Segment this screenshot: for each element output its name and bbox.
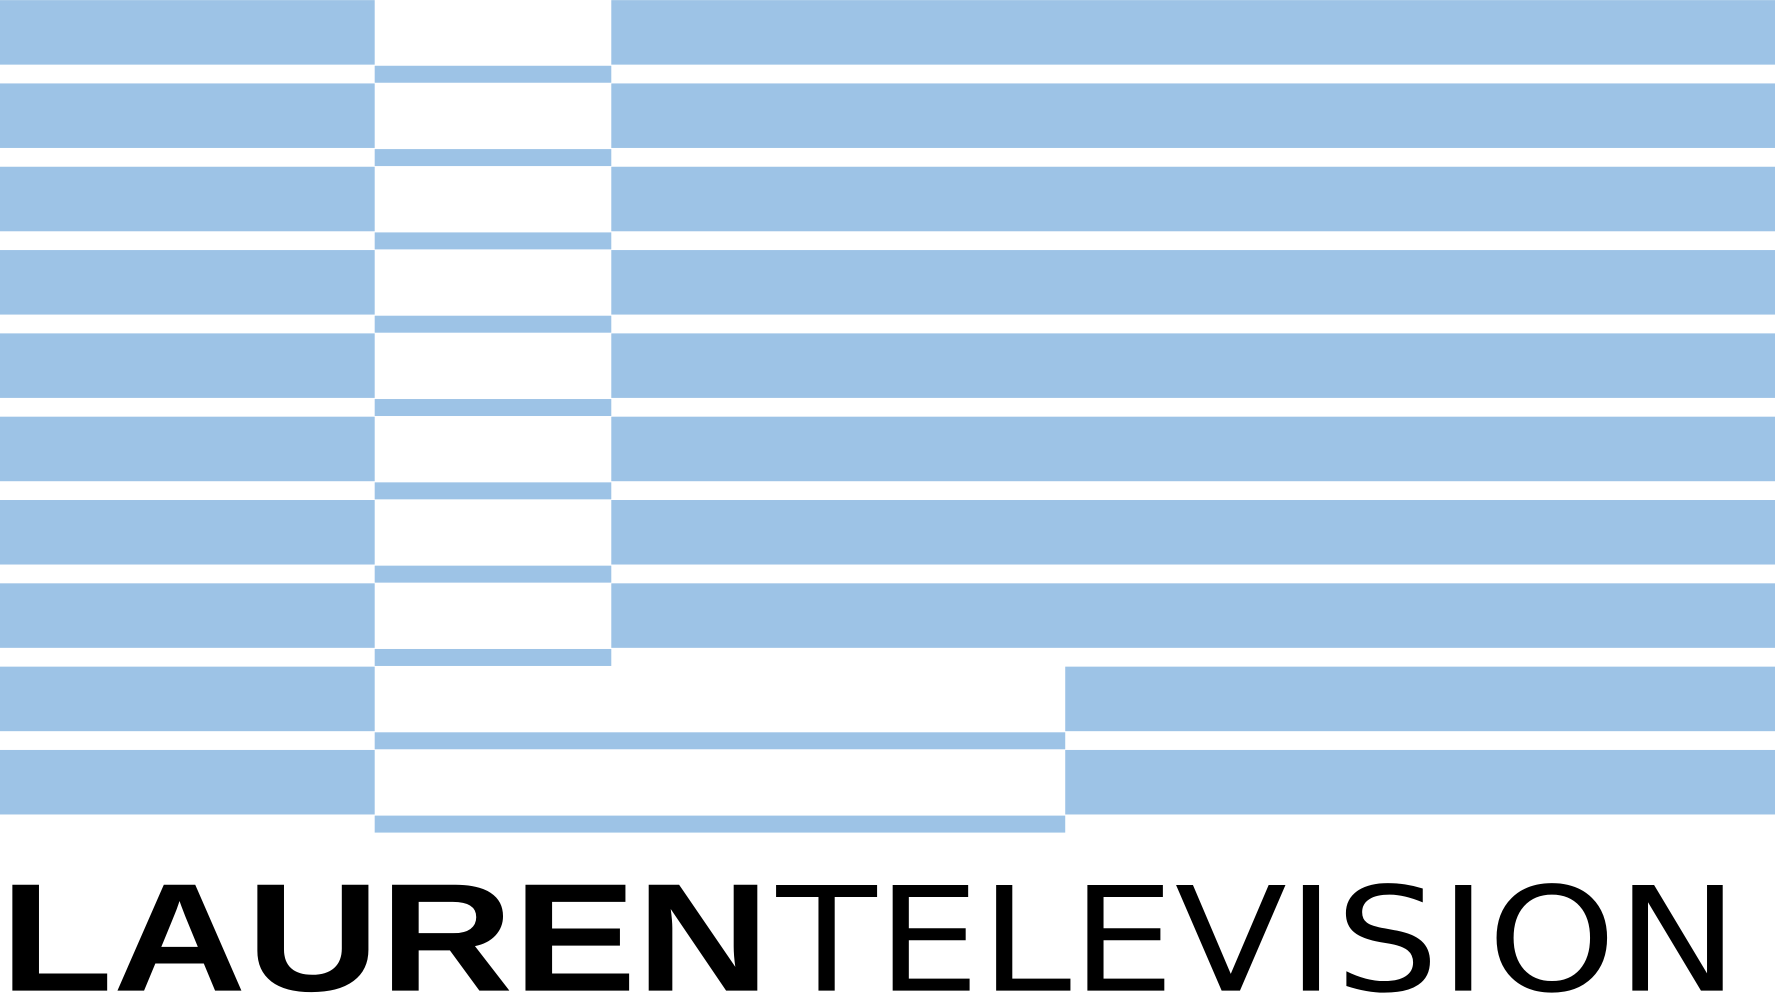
stripe [374,232,612,250]
stripe [0,666,375,732]
stripe [374,565,612,583]
stripe [1065,666,1775,732]
stripe [374,399,612,417]
stripe [611,83,1775,148]
stripe [0,333,375,398]
stripe [611,250,1775,315]
stripe [0,0,375,65]
stripe [611,583,1775,648]
stripe [374,648,612,666]
stripe [374,149,612,167]
stripe [374,815,1066,833]
stripe [611,416,1775,482]
stripe [0,416,375,482]
stripe [374,65,612,83]
stripe [1065,749,1775,815]
stripe [611,0,1775,65]
stripe [611,500,1775,565]
stripe [0,583,375,648]
stripe [374,482,612,500]
stripes [0,0,1775,833]
stripe [611,333,1775,398]
stripe [0,749,375,815]
stripe [611,166,1775,232]
stripe [0,83,375,148]
logo-suffix: TELEVISION [775,858,1738,993]
stripe [0,500,375,565]
stripe [0,166,375,232]
stripe [0,250,375,315]
logo-name: LAUREN [0,852,770,993]
stripe [374,315,612,333]
stripe [374,732,1066,750]
